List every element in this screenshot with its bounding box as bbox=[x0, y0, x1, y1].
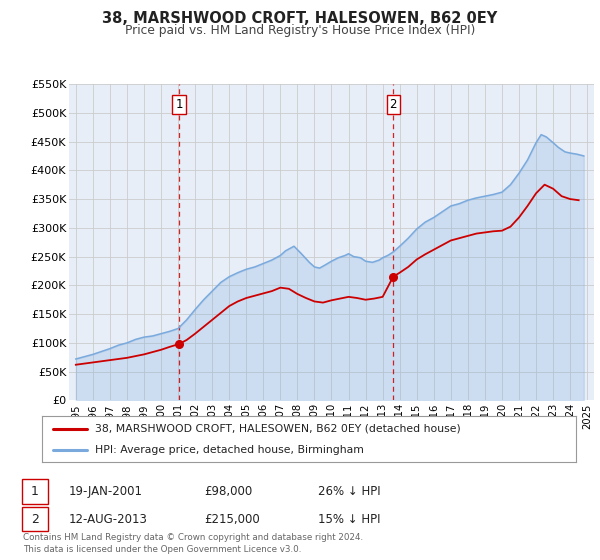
Text: 2: 2 bbox=[389, 97, 397, 111]
Text: 15% ↓ HPI: 15% ↓ HPI bbox=[318, 512, 380, 526]
Text: 1: 1 bbox=[31, 485, 39, 498]
Text: 19-JAN-2001: 19-JAN-2001 bbox=[69, 485, 143, 498]
Text: Price paid vs. HM Land Registry's House Price Index (HPI): Price paid vs. HM Land Registry's House … bbox=[125, 24, 475, 36]
Text: 26% ↓ HPI: 26% ↓ HPI bbox=[318, 485, 380, 498]
Text: £98,000: £98,000 bbox=[204, 485, 252, 498]
Text: 2: 2 bbox=[31, 512, 39, 526]
Text: 12-AUG-2013: 12-AUG-2013 bbox=[69, 512, 148, 526]
Text: 38, MARSHWOOD CROFT, HALESOWEN, B62 0EY: 38, MARSHWOOD CROFT, HALESOWEN, B62 0EY bbox=[103, 11, 497, 26]
Text: HPI: Average price, detached house, Birmingham: HPI: Average price, detached house, Birm… bbox=[95, 445, 364, 455]
Text: Contains HM Land Registry data © Crown copyright and database right 2024.
This d: Contains HM Land Registry data © Crown c… bbox=[23, 533, 363, 554]
Text: 1: 1 bbox=[175, 97, 182, 111]
Text: 38, MARSHWOOD CROFT, HALESOWEN, B62 0EY (detached house): 38, MARSHWOOD CROFT, HALESOWEN, B62 0EY … bbox=[95, 424, 461, 434]
Text: £215,000: £215,000 bbox=[204, 512, 260, 526]
